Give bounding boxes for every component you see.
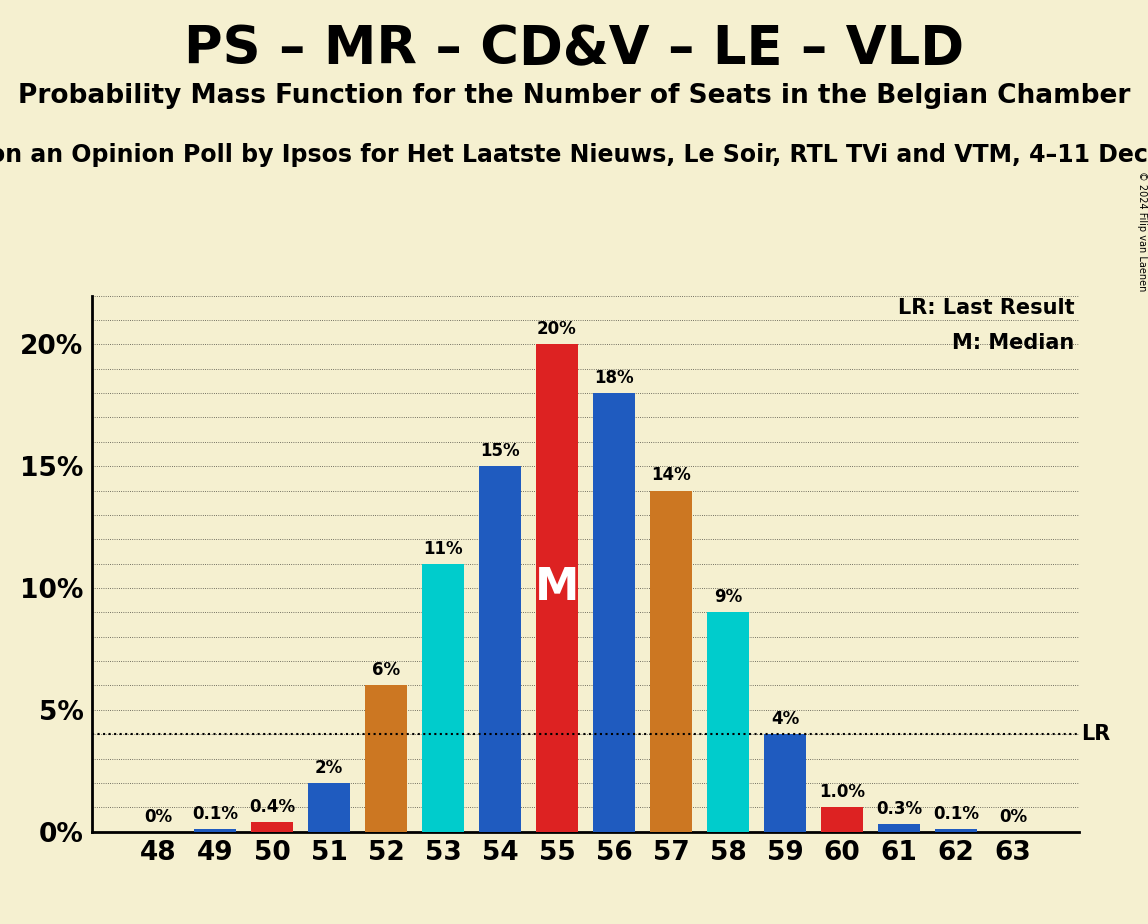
Text: 0%: 0% — [999, 808, 1027, 825]
Text: 6%: 6% — [372, 662, 401, 679]
Text: 0.1%: 0.1% — [933, 805, 979, 823]
Text: Probability Mass Function for the Number of Seats in the Belgian Chamber: Probability Mass Function for the Number… — [18, 83, 1130, 109]
Text: 20%: 20% — [537, 321, 576, 338]
Bar — [877, 824, 921, 832]
Text: 9%: 9% — [714, 589, 742, 606]
Bar — [250, 821, 294, 832]
Text: 4%: 4% — [770, 710, 799, 728]
Bar — [821, 808, 863, 832]
Bar — [536, 345, 579, 832]
Text: 0.3%: 0.3% — [876, 800, 922, 819]
Bar — [365, 686, 408, 832]
Text: 0.4%: 0.4% — [249, 797, 295, 816]
Bar — [421, 564, 465, 832]
Text: on an Opinion Poll by Ipsos for Het Laatste Nieuws, Le Soir, RTL TVi and VTM, 4–: on an Opinion Poll by Ipsos for Het Laat… — [0, 143, 1148, 167]
Text: 18%: 18% — [595, 369, 634, 387]
Text: 0.1%: 0.1% — [192, 805, 238, 823]
Text: 2%: 2% — [315, 759, 343, 777]
Text: © 2024 Filip van Laenen: © 2024 Filip van Laenen — [1138, 171, 1147, 291]
Bar — [650, 491, 692, 832]
Text: 14%: 14% — [651, 467, 691, 484]
Text: M: Median: M: Median — [952, 334, 1075, 353]
Text: LR: LR — [1081, 724, 1110, 744]
Bar — [763, 735, 806, 832]
Text: PS – MR – CD&V – LE – VLD: PS – MR – CD&V – LE – VLD — [184, 23, 964, 75]
Text: 0%: 0% — [144, 808, 172, 825]
Text: LR: Last Result: LR: Last Result — [898, 298, 1075, 319]
Bar — [194, 829, 236, 832]
Bar — [934, 829, 977, 832]
Bar — [592, 393, 635, 832]
Bar — [479, 467, 521, 832]
Text: 11%: 11% — [424, 540, 463, 557]
Text: M: M — [535, 566, 580, 610]
Bar — [308, 783, 350, 832]
Text: 1.0%: 1.0% — [819, 784, 864, 801]
Bar — [706, 613, 750, 832]
Text: 15%: 15% — [480, 442, 520, 460]
